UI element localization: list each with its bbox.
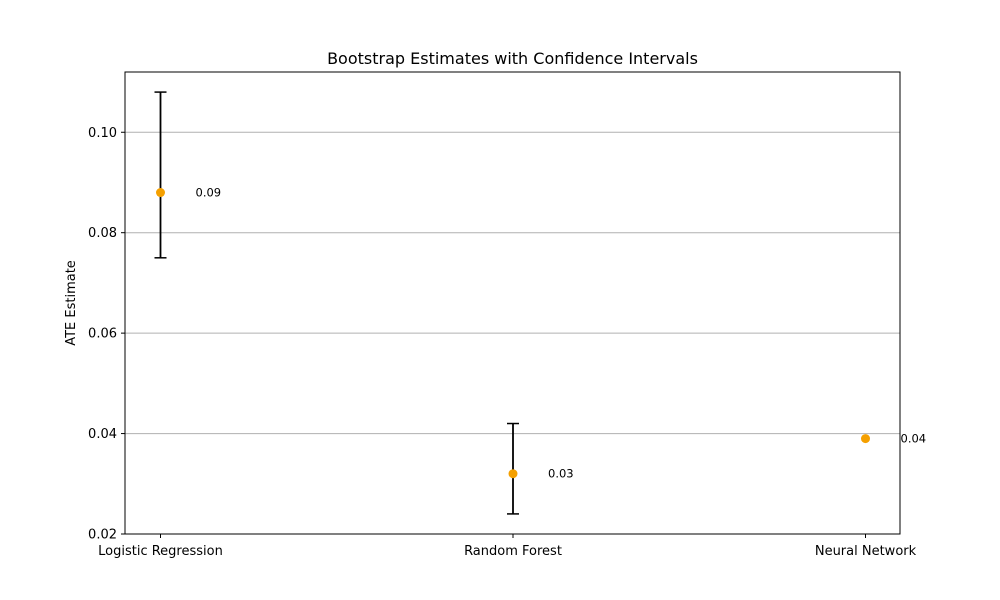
data-label: 0.03 xyxy=(548,467,574,481)
y-axis-label: ATE Estimate xyxy=(64,260,79,346)
y-tick-label: 0.02 xyxy=(88,528,117,543)
y-tick-label: 0.08 xyxy=(88,226,117,241)
y-tick-label: 0.10 xyxy=(88,126,117,141)
x-tick-label: Logistic Regression xyxy=(98,544,223,559)
y-tick-label: 0.06 xyxy=(88,327,117,342)
chart-title: Bootstrap Estimates with Confidence Inte… xyxy=(327,49,698,68)
data-label: 0.09 xyxy=(196,186,222,200)
data-point xyxy=(861,434,870,444)
data-point xyxy=(156,188,165,198)
y-tick-label: 0.04 xyxy=(88,427,117,442)
grid-layer xyxy=(125,131,900,435)
data-point xyxy=(508,469,518,479)
axes-layer: 0.02 0.04 0.06 0.08 0.10 Logistic Regression R… xyxy=(88,126,917,559)
x-tick-label: Neural Network xyxy=(815,544,917,559)
marks-layer: 0.09 0.03 0.04 xyxy=(154,91,927,515)
data-label: 0.04 xyxy=(901,432,927,446)
x-tick-label: Random Forest xyxy=(464,544,562,559)
